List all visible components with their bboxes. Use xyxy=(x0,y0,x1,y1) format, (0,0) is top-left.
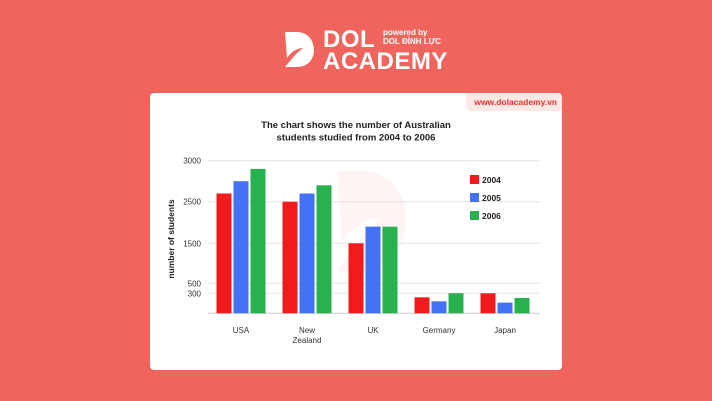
y-axis-label: number of students xyxy=(166,199,176,279)
bar-2004-germany xyxy=(414,297,430,314)
y-tick-label: 2500 xyxy=(183,198,201,207)
x-tick-label: Zealand xyxy=(293,336,322,345)
dol-logo-icon xyxy=(285,32,314,67)
legend-swatch-2005 xyxy=(470,193,479,202)
powered-by: powered by DOL ĐÌNH LỰC xyxy=(383,28,441,46)
brand-name-line1: DOL xyxy=(323,26,376,53)
x-tick-label: USA xyxy=(233,326,250,335)
y-tick-label: 3000 xyxy=(183,157,201,166)
bar-2006-japan xyxy=(514,297,530,314)
bar-2006-usa xyxy=(250,168,266,314)
bar-2005-germany xyxy=(431,301,447,314)
legend-swatch-2006 xyxy=(470,211,479,220)
powered-by-name: DOL ĐÌNH LỰC xyxy=(383,37,442,46)
bar-2006-uk xyxy=(382,226,398,314)
bar-2005-new-zealand xyxy=(299,193,315,314)
bar-2005-uk xyxy=(365,226,381,314)
website-link[interactable]: www.dolacademy.vn xyxy=(466,93,562,111)
bar-2006-new-zealand xyxy=(316,185,332,314)
legend-label: 2005 xyxy=(482,193,501,203)
bar-2004-usa xyxy=(216,193,232,314)
chart-title-line: students studied from 2004 to 2006 xyxy=(277,133,436,144)
bar-2006-germany xyxy=(448,293,464,314)
bar-2005-japan xyxy=(497,302,513,314)
bar-chart: The chart shows the number of Australian… xyxy=(166,120,540,345)
bar-2005-usa xyxy=(233,181,249,314)
x-tick-label: New xyxy=(299,326,315,335)
legend-swatch-2004 xyxy=(470,175,479,184)
powered-by-label: powered by xyxy=(383,28,428,37)
y-tick-label: 300 xyxy=(188,289,202,298)
x-tick-label: Japan xyxy=(494,326,516,335)
chart-title-line: The chart shows the number of Australian xyxy=(261,120,451,131)
bar-2004-uk xyxy=(348,243,364,314)
legend-label: 2004 xyxy=(482,175,501,185)
chart-card: www.dolacademy.vn The chart shows the nu… xyxy=(150,93,562,370)
x-tick-label: UK xyxy=(367,326,379,335)
x-tick-label: Germany xyxy=(423,326,456,335)
bar-2004-new-zealand xyxy=(282,201,298,314)
y-tick-label: 1500 xyxy=(183,239,201,248)
legend-label: 2006 xyxy=(482,211,501,221)
brand-name-line2: ACADEMY xyxy=(323,48,448,75)
y-tick-label: 500 xyxy=(188,279,202,288)
bar-2004-japan xyxy=(480,293,496,314)
